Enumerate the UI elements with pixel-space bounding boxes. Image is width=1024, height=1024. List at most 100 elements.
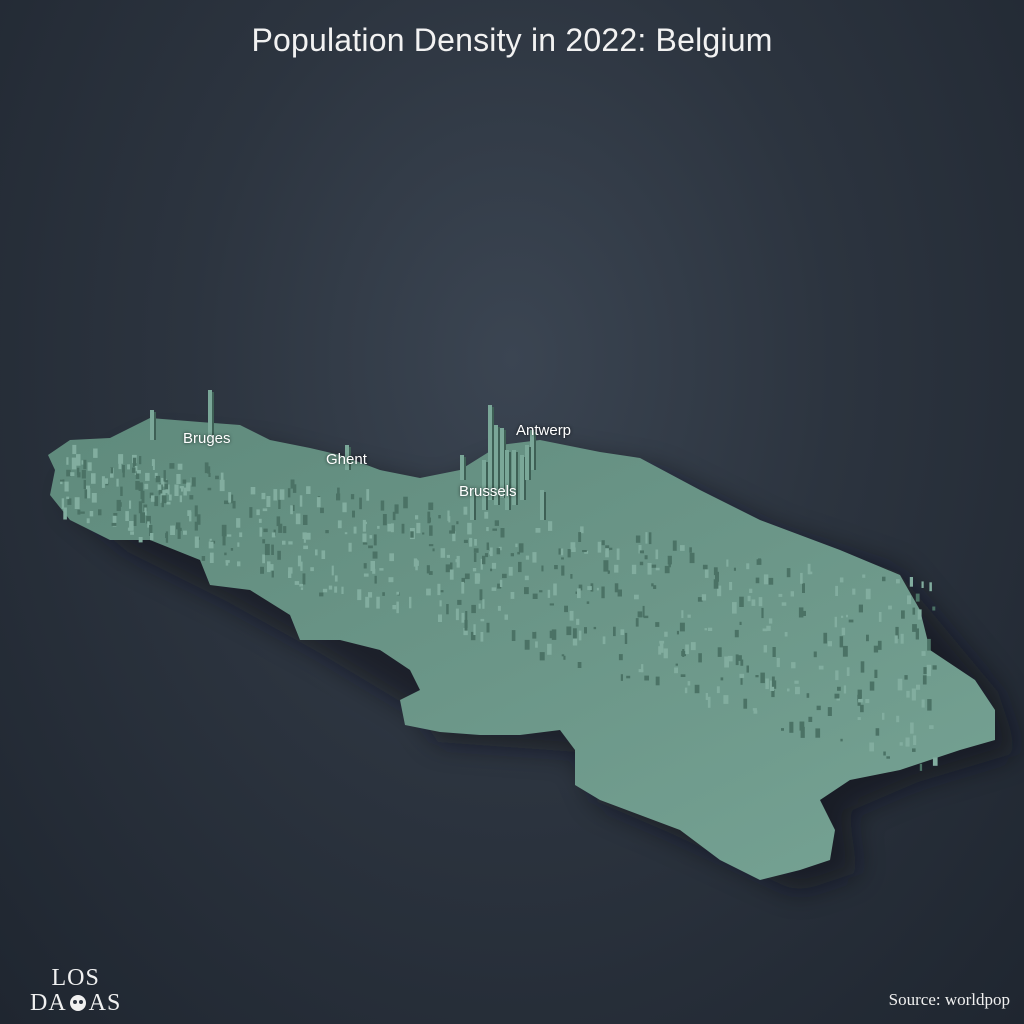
density-bar — [681, 610, 684, 619]
density-bar — [524, 639, 530, 650]
density-bar — [377, 525, 380, 529]
density-bar — [747, 595, 751, 602]
density-bar — [808, 716, 813, 722]
density-bar — [707, 696, 711, 708]
density-bar — [639, 550, 644, 554]
density-bar — [331, 565, 334, 576]
density-bar — [897, 678, 903, 691]
density-bar — [388, 577, 394, 583]
density-bar — [129, 521, 134, 531]
density-bar — [510, 553, 514, 557]
density-bar — [144, 507, 147, 516]
density-bar — [497, 605, 501, 611]
density-bar — [337, 520, 342, 529]
density-bar — [905, 737, 910, 747]
density-bar — [328, 585, 333, 590]
density-bar — [839, 577, 844, 583]
density-bar — [702, 564, 708, 570]
density-bar — [428, 544, 434, 547]
density-bar — [363, 563, 367, 569]
density-bar — [271, 532, 276, 538]
density-bar — [713, 579, 719, 589]
density-bar — [473, 552, 477, 562]
urban-spike-shade — [516, 452, 518, 505]
density-bar — [789, 721, 794, 733]
density-bar — [164, 480, 169, 483]
density-bar — [118, 454, 124, 464]
density-bar — [571, 547, 576, 552]
density-bar — [490, 568, 493, 572]
density-bar — [482, 555, 486, 565]
urban-spike-shade — [349, 447, 351, 470]
density-bar — [888, 605, 892, 610]
density-bar — [896, 715, 900, 723]
density-bar — [852, 588, 856, 595]
density-bar — [415, 515, 419, 520]
urban-spike — [494, 425, 498, 505]
density-bar — [635, 618, 639, 627]
density-bar — [532, 593, 538, 599]
density-bar — [334, 575, 338, 582]
density-bar — [894, 635, 898, 644]
density-bar — [860, 704, 864, 713]
density-bar — [322, 588, 328, 593]
density-bar — [500, 528, 505, 538]
density-bar — [572, 628, 577, 640]
density-bar — [681, 650, 686, 657]
density-bar — [302, 573, 306, 585]
density-bar — [659, 642, 664, 653]
density-bar — [135, 481, 140, 490]
density-bar — [561, 557, 564, 560]
density-bar — [277, 550, 281, 560]
density-bar — [499, 579, 503, 587]
density-bar — [684, 687, 688, 694]
density-bar — [763, 574, 769, 585]
density-bar — [176, 474, 181, 484]
urban-spike-shade — [534, 432, 536, 470]
density-bar — [651, 583, 654, 587]
density-bar — [172, 525, 175, 530]
density-bar — [768, 577, 774, 585]
density-bar — [919, 763, 923, 771]
density-bar — [387, 523, 392, 532]
density-bar — [899, 742, 903, 746]
density-bar — [396, 601, 399, 614]
density-bar — [917, 609, 922, 620]
density-bar — [174, 484, 179, 496]
density-bar — [866, 634, 869, 642]
density-bar — [541, 565, 544, 572]
density-bar — [690, 642, 696, 651]
density-bar — [560, 548, 564, 556]
density-bar — [716, 686, 720, 694]
density-bar — [816, 705, 821, 711]
density-bar — [426, 565, 430, 574]
density-bar — [697, 597, 703, 602]
density-bar — [60, 479, 63, 485]
density-bar — [138, 501, 143, 514]
density-bar — [101, 476, 105, 488]
density-bar — [270, 564, 274, 571]
density-bar — [858, 699, 863, 703]
density-bar — [374, 575, 377, 584]
density-bar — [639, 561, 644, 566]
density-bar — [362, 519, 366, 532]
density-bar — [149, 525, 153, 536]
density-bar — [428, 502, 434, 510]
density-bar — [895, 626, 899, 639]
density-bar — [422, 532, 425, 535]
density-bar — [310, 567, 314, 572]
density-bar — [909, 577, 913, 587]
density-bar — [921, 651, 926, 656]
density-bar — [189, 495, 194, 500]
density-bar — [491, 562, 497, 569]
density-bar — [791, 662, 796, 669]
density-bar — [409, 596, 412, 609]
density-bar — [316, 497, 321, 508]
density-bar — [517, 551, 520, 555]
density-bar — [288, 567, 293, 574]
density-bar — [713, 567, 718, 576]
density-bar — [154, 496, 159, 507]
urban-spike — [488, 405, 492, 500]
density-bar — [220, 472, 224, 481]
density-bar — [77, 509, 81, 515]
